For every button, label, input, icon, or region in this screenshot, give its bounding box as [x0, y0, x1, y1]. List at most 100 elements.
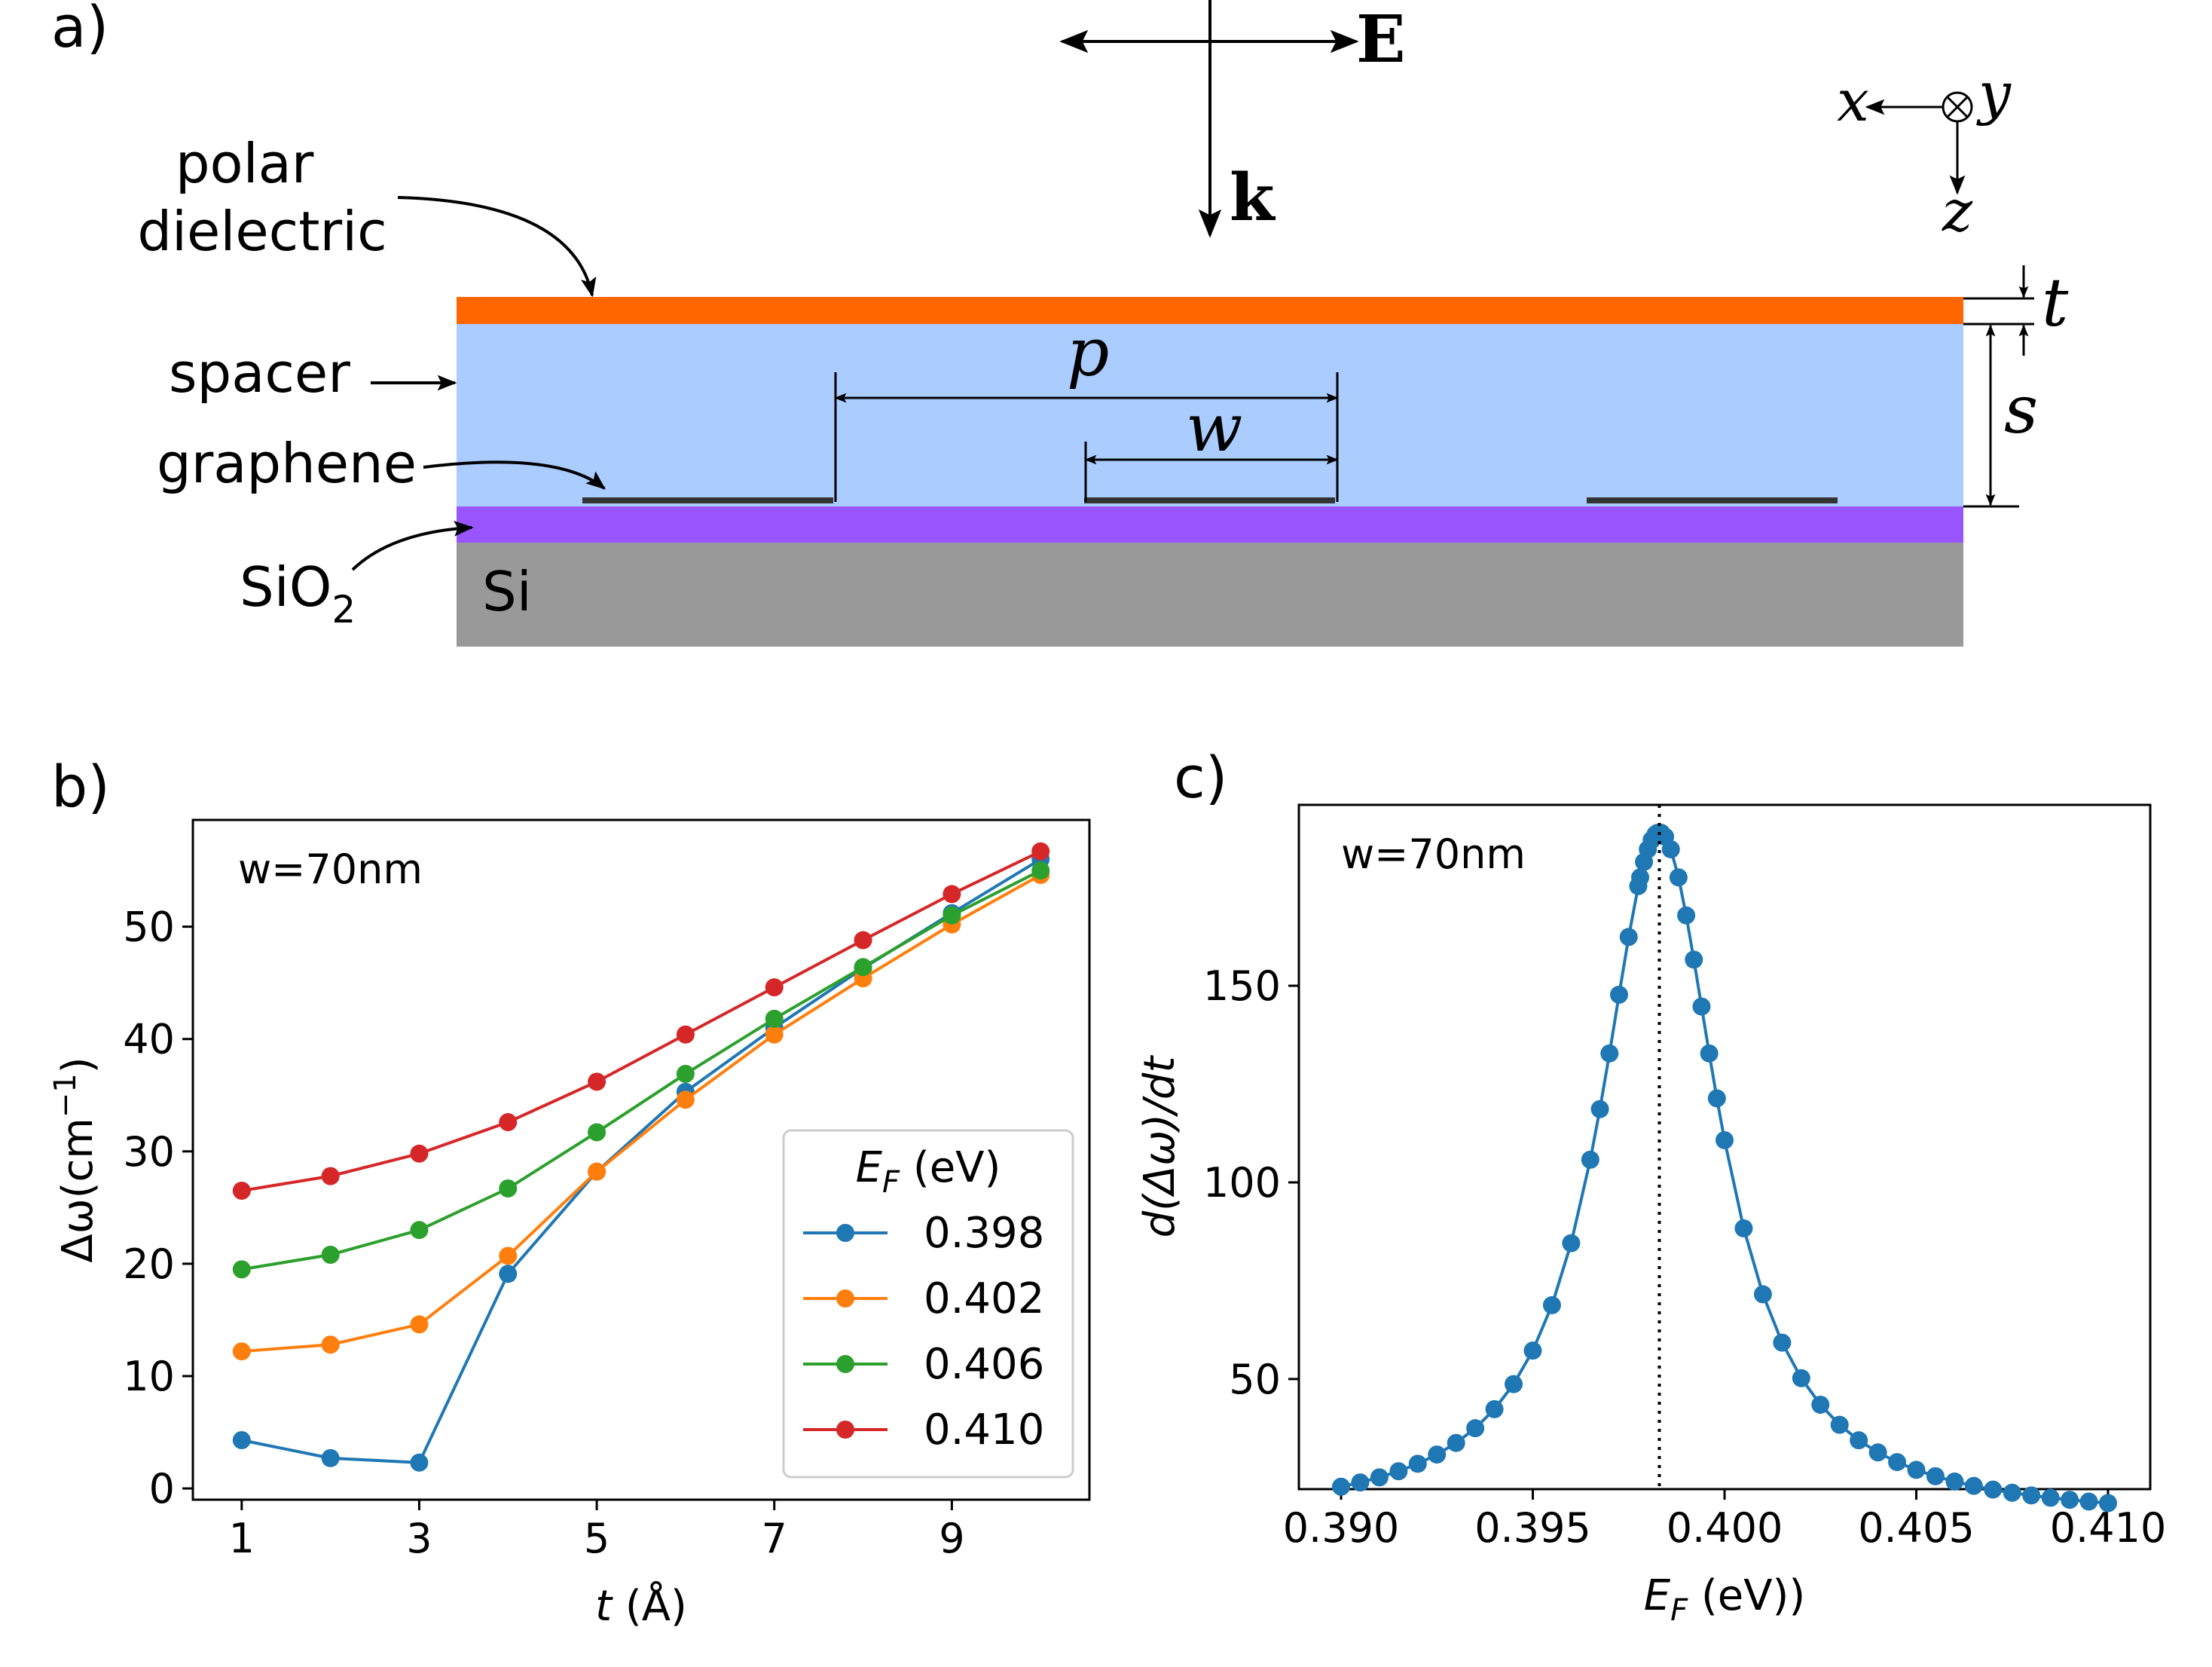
panel-b-chart: b) w=70nm 1 3 5 7 9 0 10 20 30 40 50 t (Å) Δω(cm−1…: [48, 753, 1091, 1631]
panel-c-data-point: [1811, 1395, 1830, 1414]
legend-title: EF (eV): [856, 1143, 1001, 1200]
polar-dielectric-label: polar dielectric: [137, 132, 386, 263]
panel-b-data-point: [1031, 861, 1050, 880]
panel-c-data-point: [1868, 1443, 1887, 1462]
thickness-t-label: t: [2042, 264, 2069, 341]
legend-entry-label: 0.406: [924, 1340, 1044, 1389]
panel-c-data-point: [1792, 1369, 1810, 1387]
panel-c-data-point: [1700, 1044, 1719, 1063]
panel-b-data-point: [943, 885, 961, 904]
panel-c-data-point: [1447, 1433, 1465, 1452]
k-vector-label: k: [1230, 160, 1276, 236]
panel-a-schematic: a) E k x y z polar dielectric spacer: [51, 0, 2069, 647]
panel-b-series-line: [241, 849, 1042, 1192]
panel-c-x-tick-label: 0.400: [1667, 1504, 1783, 1552]
panel-c-data-point: [1888, 1453, 1907, 1472]
panel-c-data-point: [1562, 1234, 1581, 1253]
panel-b-data-point: [588, 1123, 606, 1142]
panel-c-annotation: w=70nm: [1341, 830, 1526, 878]
si-substrate: [457, 541, 1963, 647]
z-axis-label: z: [1942, 177, 1973, 244]
panel-b-y-tick-label: 10: [123, 1353, 175, 1400]
panel-b-data-point: [765, 1009, 784, 1028]
panel-c-y-axis-label: d(Δω)/dt: [1135, 1055, 1184, 1238]
panel-c-data-point: [1389, 1462, 1408, 1481]
graphene-ribbon-2: [1084, 497, 1335, 503]
panel-c-data-point: [2003, 1483, 2021, 1502]
sio2-layer: [457, 505, 1963, 543]
panel-b-x-tick-label: 5: [584, 1515, 610, 1562]
panel-b-data-point: [854, 958, 872, 977]
panel-c-y-tick-label: 100: [1203, 1159, 1281, 1207]
polar-dielectric-layer: [457, 297, 1963, 324]
panel-c-data-point: [1631, 868, 1650, 887]
panel-b-data-point: [943, 906, 961, 925]
panel-c-data-point: [1408, 1454, 1427, 1473]
width-w-label: w: [1186, 389, 1242, 466]
panel-b-y-axis-label: Δω(cm−1): [48, 1057, 102, 1262]
panel-b-data-point: [588, 1072, 606, 1091]
x-axis-label: x: [1837, 67, 1869, 134]
legend-entry-label: 0.398: [924, 1209, 1044, 1258]
sio2-label: SiO2: [240, 555, 356, 632]
panel-b-y-tick-label: 40: [123, 1016, 175, 1063]
panel-b-y-tick-label: 50: [123, 904, 175, 951]
panel-c-data-point: [1610, 985, 1629, 1004]
panel-b-y-tick-label: 0: [149, 1465, 175, 1513]
graphene-label: graphene: [157, 432, 417, 495]
y-axis-cross-b: [1946, 96, 1969, 118]
panel-c-data-point: [1466, 1419, 1485, 1438]
period-p-label: p: [1067, 314, 1109, 391]
graphene-ribbon-1: [582, 497, 833, 503]
panel-c-data-point: [1661, 840, 1680, 858]
panel-c-data-point: [1581, 1150, 1599, 1169]
y-axis-label: y: [1976, 60, 2012, 127]
panel-c-x-tick-label: 0.390: [1283, 1504, 1400, 1552]
panel-c-data-point: [1485, 1399, 1504, 1418]
panel-b-data-point: [854, 931, 872, 950]
panel-b-data-point: [321, 1245, 340, 1264]
panel-c-data-point: [1692, 997, 1711, 1016]
panel-b-annotation: w=70nm: [238, 846, 423, 893]
panel-b-data-point: [321, 1448, 340, 1467]
panel-b-data-point: [410, 1453, 429, 1472]
panel-label-a: a): [51, 0, 108, 60]
e-field-label: E: [1356, 2, 1406, 78]
spacer-s-label: s: [2004, 371, 2038, 448]
panel-b-data-point: [410, 1221, 429, 1240]
polar-dielectric-arrow: [397, 196, 597, 298]
panel-c-data-point: [1753, 1285, 1772, 1304]
panel-b-y-tick-label: 20: [123, 1240, 175, 1288]
panel-c-data-point: [1351, 1473, 1370, 1492]
panel-label-c: c): [1174, 744, 1227, 811]
panel-c-data-point: [1945, 1472, 1964, 1491]
panel-b-plot-frame: [191, 818, 1091, 1501]
panel-c-data-point: [1600, 1044, 1619, 1063]
panel-c-y-tick-label: 150: [1203, 962, 1281, 1010]
panel-b-data-point: [499, 1113, 518, 1132]
panel-b-series-line: [241, 869, 1042, 1271]
panel-c-data-point: [1734, 1219, 1753, 1237]
panel-c-data-point: [1619, 928, 1638, 947]
panel-c-x-tick-label: 0.395: [1474, 1504, 1591, 1552]
panel-c-y-tick-label: 50: [1229, 1356, 1281, 1403]
panel-c-data-point: [2041, 1488, 2060, 1507]
panel-b-x-tick-label: 1: [229, 1515, 255, 1562]
panel-c-data-point: [1685, 950, 1703, 969]
panel-c-data-point: [2022, 1486, 2041, 1505]
graphene-ribbon-3: [1587, 497, 1838, 503]
si-label: Si: [482, 560, 532, 623]
panel-c-data-point: [1370, 1468, 1389, 1487]
panel-b-data-point: [499, 1265, 518, 1283]
panel-c-data-point: [1907, 1461, 1926, 1479]
panel-c-x-axis-label: EF (eV)): [1644, 1571, 1806, 1628]
panel-c-data-point: [1850, 1431, 1868, 1450]
legend-entry-label: 0.410: [924, 1405, 1044, 1454]
panel-b-legend: EF (eV) 0.398 0.402 0.406 0.410: [782, 1129, 1074, 1479]
panel-c-data-point: [1669, 868, 1688, 887]
panel-c-data-point: [2061, 1491, 2079, 1509]
panel-b-data-point: [765, 1025, 784, 1044]
legend-swatch-marker: [836, 1224, 854, 1242]
panel-c-data-point: [1505, 1375, 1523, 1393]
